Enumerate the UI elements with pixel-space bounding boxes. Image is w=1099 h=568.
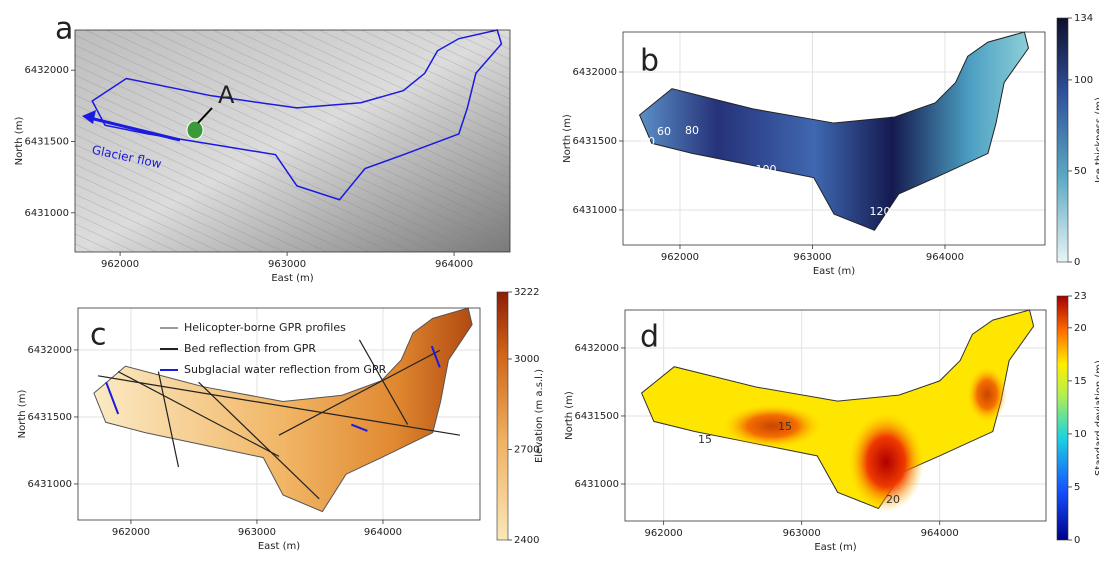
y-tick-label: 6432000 xyxy=(574,343,619,354)
panel-letter: b xyxy=(640,44,659,79)
x-tick-label: 962000 xyxy=(112,527,150,538)
colorbar-tick-label: 0 xyxy=(1074,535,1080,546)
colorbar-title: Elevation (m a.s.l.) xyxy=(534,369,545,463)
uncertainty-mid xyxy=(967,366,1007,422)
x-axis-title: East (m) xyxy=(271,273,313,284)
contour-label: 60 xyxy=(657,125,671,138)
x-tick-label: 963000 xyxy=(793,252,831,263)
colorbar-tick-label: 10 xyxy=(1074,429,1087,440)
contour-label: 80 xyxy=(685,124,699,137)
colorbar-title: Ice thickness (m) xyxy=(1094,97,1099,183)
colorbar xyxy=(1057,296,1068,540)
x-tick-label: 963000 xyxy=(268,259,306,270)
panel-letter: d xyxy=(640,320,659,355)
y-tick-label: 6431500 xyxy=(572,136,617,147)
contour-label: 15 xyxy=(698,433,712,446)
y-axis-title: North (m) xyxy=(14,117,25,166)
colorbar-tick-label: 15 xyxy=(1074,376,1087,387)
annotation: A xyxy=(218,81,235,109)
colorbar-tick-label: 5 xyxy=(1074,482,1080,493)
colorbar-tick-label: 23 xyxy=(1074,291,1087,302)
panel-letter: c xyxy=(90,318,107,353)
y-axis-title: North (m) xyxy=(17,390,28,439)
colorbar-title: Standard deviation (m) xyxy=(1094,360,1099,476)
y-axis-title: North (m) xyxy=(564,391,575,440)
y-tick-label: 6431000 xyxy=(24,208,69,219)
contour-label: 15 xyxy=(778,420,792,433)
colorbar-tick-label: 50 xyxy=(1074,166,1087,177)
colorbar xyxy=(497,292,508,540)
x-tick-label: 963000 xyxy=(238,527,276,538)
x-tick-label: 962000 xyxy=(661,252,699,263)
y-tick-label: 6431000 xyxy=(27,479,72,490)
y-tick-label: 6432000 xyxy=(572,67,617,78)
colorbar-tick-label: 2400 xyxy=(514,535,539,546)
contour-label: 20 xyxy=(886,493,900,506)
colorbar-tick-label: 0 xyxy=(1074,257,1080,268)
legend-label: Helicopter-borne GPR profiles xyxy=(184,321,346,334)
colorbar-tick-label: 100 xyxy=(1074,75,1093,86)
colorbar-tick-label: 3222 xyxy=(514,287,539,298)
y-tick-label: 6431500 xyxy=(24,136,69,147)
contour-label: 40 xyxy=(641,135,655,148)
x-axis-title: East (m) xyxy=(258,541,300,552)
contour-label: 120 xyxy=(870,205,891,218)
y-tick-label: 6431500 xyxy=(574,411,619,422)
x-tick-label: 962000 xyxy=(645,528,683,539)
x-tick-label: 964000 xyxy=(435,259,473,270)
y-tick-label: 6432000 xyxy=(27,345,72,356)
panel-letter: a xyxy=(55,12,73,47)
x-axis-title: East (m) xyxy=(814,542,856,553)
x-tick-label: 964000 xyxy=(364,527,402,538)
x-tick-label: 964000 xyxy=(921,528,959,539)
contour-hatch xyxy=(75,30,510,252)
contour-label: 100 xyxy=(756,163,777,176)
y-tick-label: 6431000 xyxy=(572,205,617,216)
y-axis-title: North (m) xyxy=(562,114,573,163)
x-axis-title: East (m) xyxy=(813,266,855,277)
legend-label: Subglacial water reflection from GPR xyxy=(184,363,387,376)
y-tick-label: 6431500 xyxy=(27,412,72,423)
x-tick-label: 963000 xyxy=(783,528,821,539)
colorbar-tick-label: 134 xyxy=(1074,13,1093,24)
site-a xyxy=(187,121,203,139)
figure: 962000 963000 964000 6431000 6431500 6432000 E… xyxy=(0,0,1099,568)
colorbar-tick-label: 3000 xyxy=(514,354,539,365)
legend-label: Bed reflection from GPR xyxy=(184,342,316,355)
x-tick-label: 964000 xyxy=(926,252,964,263)
uncertainty-mid xyxy=(722,404,822,448)
y-tick-label: 6432000 xyxy=(24,65,69,76)
x-tick-label: 962000 xyxy=(101,259,139,270)
y-tick-label: 6431000 xyxy=(574,479,619,490)
glacier-outline xyxy=(94,308,472,512)
colorbar xyxy=(1057,18,1068,262)
colorbar-tick-label: 20 xyxy=(1074,323,1087,334)
